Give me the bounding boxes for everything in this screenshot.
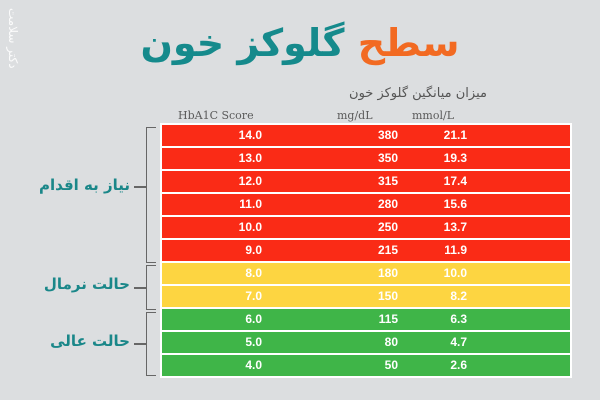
hba1c-cell: 7.0 [245,289,262,303]
mmol-cell: 6.3 [450,312,467,326]
table-row: 5.0 80 4.7 [162,332,570,353]
mgdl-cell: 250 [377,220,398,234]
table-row: 10.0 250 13.7 [162,217,570,238]
mmol-cell: 17.4 [443,174,467,188]
mmol-cell: 13.7 [443,220,467,234]
mmol-cell: 10.0 [443,266,467,280]
glucose-table: 14.0 380 21.1 13.0 350 19.3 12.0 315 17.4 11.0 280… [160,123,572,378]
hba1c-cell: 5.0 [245,335,262,349]
group-label-action-needed: نیاز به اقدام [39,176,130,194]
group-bracket-action [146,127,156,263]
watermark: دکتر سلامت [6,8,20,69]
group-label-normal: حالت نرمال [43,275,130,293]
mmol-cell: 19.3 [443,151,467,165]
page-title: سطح گلوکز خون [0,18,600,68]
column-header-mgdl: mg/dL [337,109,373,122]
mgdl-cell: 315 [377,174,398,188]
mgdl-cell: 80 [384,335,398,349]
title-main-words: گلوکز خون [140,21,345,65]
table-row: 12.0 315 17.4 [162,171,570,192]
table-row: 11.0 280 15.6 [162,194,570,215]
mgdl-cell: 180 [377,266,398,280]
mgdl-cell: 280 [377,197,398,211]
hba1c-cell: 6.0 [245,312,262,326]
mgdl-cell: 150 [377,289,398,303]
mgdl-cell: 380 [377,128,398,142]
mmol-cell: 4.7 [450,335,467,349]
mmol-cell: 8.2 [450,289,467,303]
mgdl-cell: 115 [378,312,398,326]
mgdl-cell: 50 [384,358,398,372]
group-bracket-normal [146,265,156,310]
group-tick-excellent [134,343,146,345]
hba1c-cell: 12.0 [238,174,262,188]
hba1c-cell: 10.0 [238,220,262,234]
mgdl-cell: 215 [377,243,398,257]
column-header-hba1c: HbA1C Score [178,109,254,122]
table-row: 14.0 380 21.1 [162,125,570,146]
mmol-cell: 15.6 [443,197,467,211]
hba1c-cell: 11.0 [239,197,262,211]
table-row: 7.0 150 8.2 [162,286,570,307]
average-glucose-heading: میزان میانگین گلوکز خون [349,86,487,101]
table-row: 13.0 350 19.3 [162,148,570,169]
table-row: 4.0 50 2.6 [162,355,570,376]
table-row: 9.0 215 11.9 [162,240,570,261]
group-tick-action [134,186,146,188]
title-accent-word: سطح [357,21,460,65]
hba1c-cell: 13.0 [238,151,262,165]
mmol-cell: 11.9 [444,243,467,257]
mmol-cell: 21.1 [443,128,467,142]
mmol-cell: 2.6 [450,358,467,372]
table-row: 6.0 115 6.3 [162,309,570,330]
table-row: 8.0 180 10.0 [162,263,570,284]
group-tick-normal [134,287,146,289]
hba1c-cell: 9.0 [245,243,262,257]
mgdl-cell: 350 [377,151,398,165]
hba1c-cell: 14.0 [238,128,262,142]
group-bracket-excellent [146,312,156,376]
hba1c-cell: 8.0 [245,266,262,280]
hba1c-cell: 4.0 [245,358,262,372]
column-header-mmol: mmol/L [412,109,455,122]
group-label-excellent: حالت عالی [50,332,130,350]
